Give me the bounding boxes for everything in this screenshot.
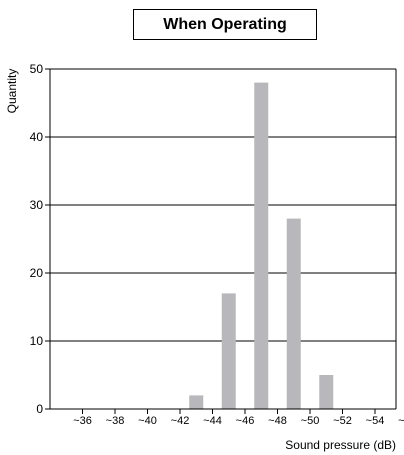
bar-to-48 (254, 82, 269, 409)
x-tick-label-3: ~42 (171, 415, 190, 427)
chart-title: When Operating (133, 9, 317, 40)
y-tick-label-50: 50 (30, 62, 44, 76)
x-axis-label: Sound pressure (dB) (285, 438, 396, 452)
y-tick-label-40: 40 (30, 130, 44, 144)
y-tick-labels: 0 10 20 30 40 50 (30, 62, 44, 416)
y-tick-label-30: 30 (30, 198, 44, 212)
bar-to-50 (286, 218, 301, 409)
x-tick-label-0: ~36 (73, 415, 92, 427)
x-tick-label-4: ~44 (203, 415, 222, 427)
gridlines (50, 68, 396, 342)
bar-to-46 (221, 293, 236, 409)
bars (189, 82, 334, 409)
bar-to-52 (319, 375, 334, 409)
x-tick-label-6: ~48 (268, 415, 287, 427)
x-tick-label-10: ~56 (398, 415, 404, 427)
y-tick-label-0: 0 (36, 402, 43, 416)
x-tick-label-2: ~40 (138, 415, 157, 427)
y-tick-label-10: 10 (30, 334, 44, 348)
x-tick-label-9: ~54 (366, 415, 385, 427)
bar-to-44 (189, 395, 204, 409)
x-tick-labels: ~36 ~38 ~40 ~42 ~44 ~46 ~48 ~50 ~52 ~54 ~56 (73, 415, 404, 427)
y-tick-label-20: 20 (30, 266, 44, 280)
y-axis-label: Quantity (5, 69, 19, 114)
axes (45, 68, 397, 414)
x-tick-label-1: ~38 (106, 415, 125, 427)
x-tick-label-5: ~46 (236, 415, 255, 427)
x-tick-label-8: ~52 (333, 415, 352, 427)
x-tick-label-7: ~50 (301, 415, 320, 427)
